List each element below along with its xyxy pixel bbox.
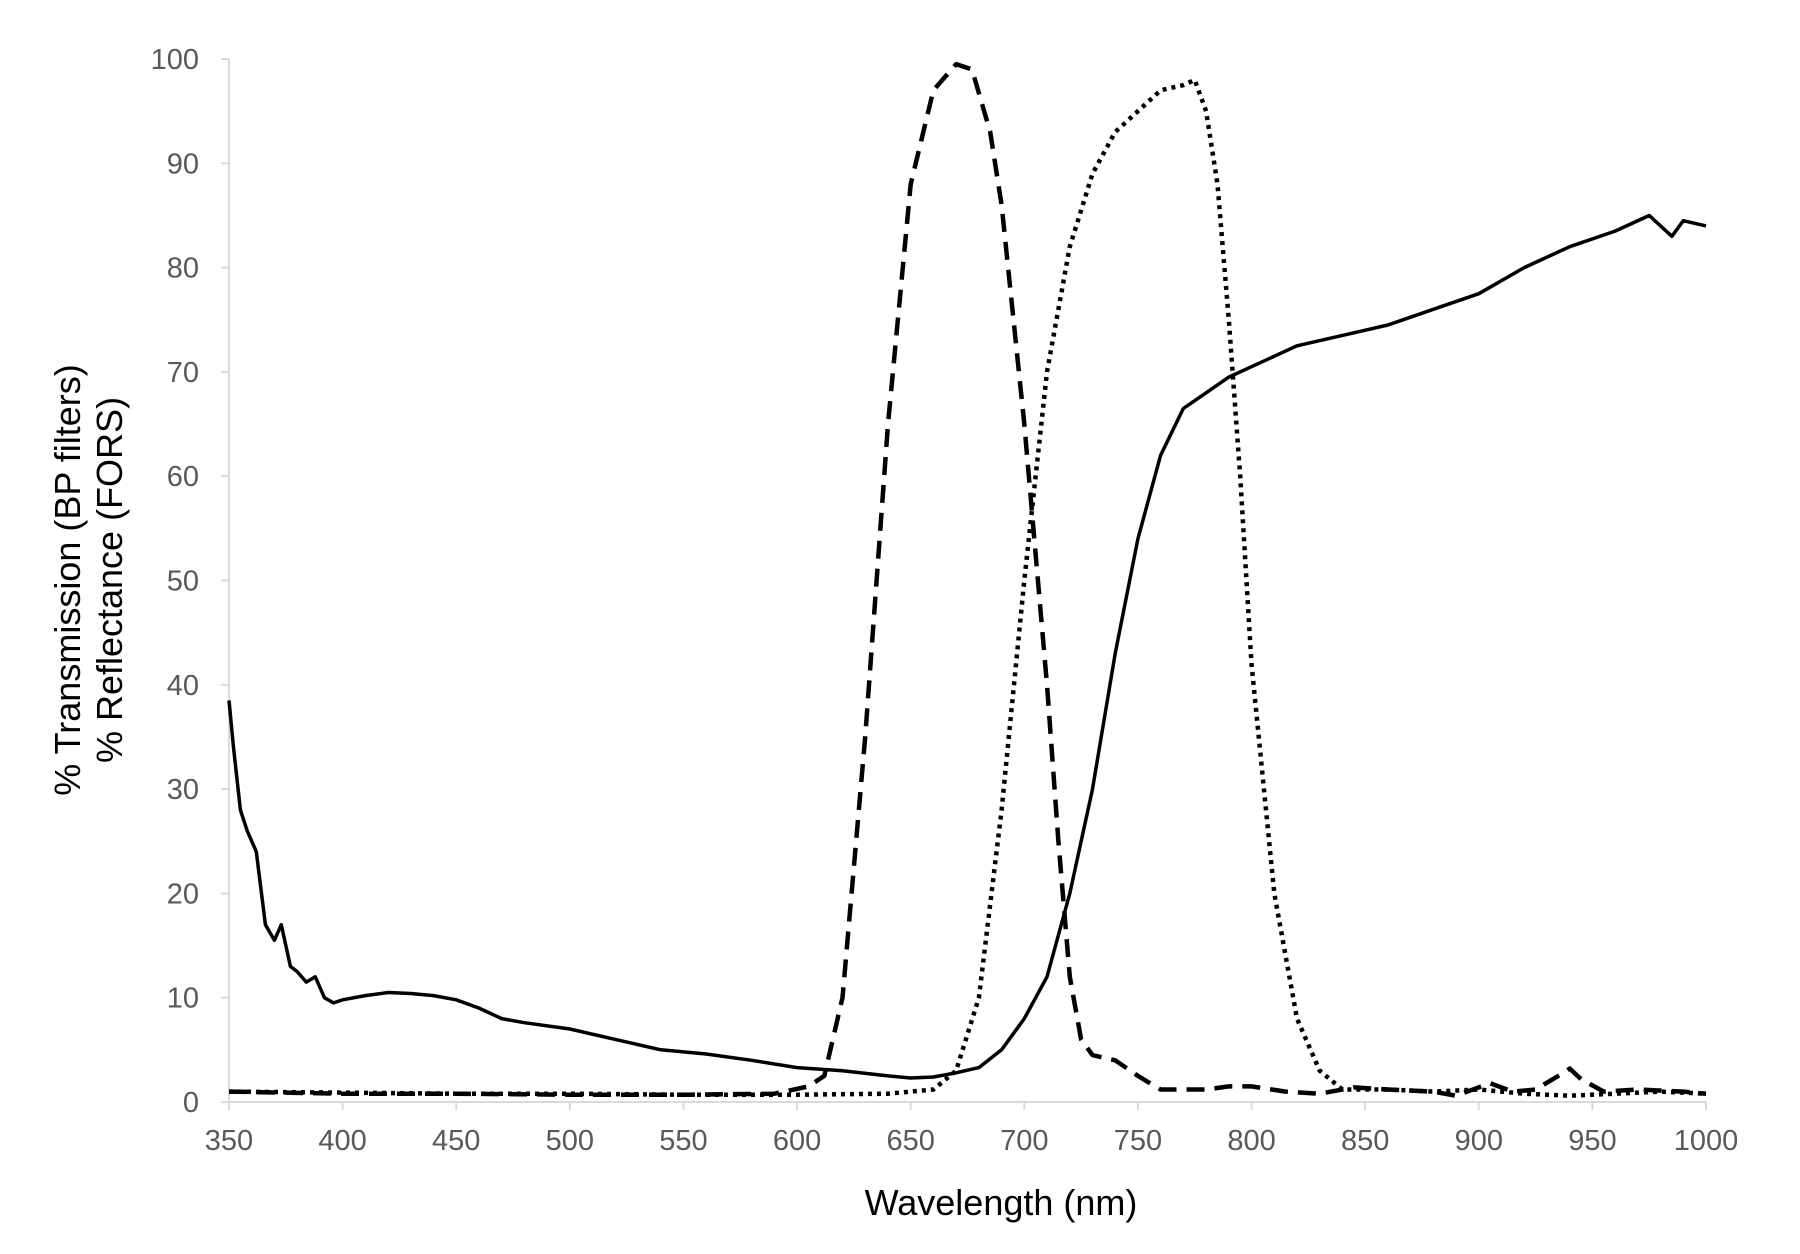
y-tick-label: 60 — [167, 461, 199, 493]
y-axis-title-line-1: % Transmission (BP filters) — [47, 364, 88, 795]
y-tick-label: 70 — [167, 357, 199, 389]
x-tick-label: 400 — [318, 1125, 366, 1157]
x-tick-label: 900 — [1455, 1125, 1503, 1157]
x-tick-label: 800 — [1227, 1125, 1275, 1157]
y-tick-label: 100 — [151, 44, 199, 76]
y-tick-label: 30 — [167, 774, 199, 806]
y-tick-label: 10 — [167, 983, 199, 1015]
x-tick-label: 700 — [1000, 1125, 1048, 1157]
x-tick-label: 450 — [432, 1125, 480, 1157]
x-tick-label: 950 — [1568, 1125, 1616, 1157]
x-tick-label: 600 — [773, 1125, 821, 1157]
y-ticks: 0 10 20 30 40 50 60 70 80 90 100 — [151, 44, 229, 1119]
axes — [228, 59, 1706, 1103]
y-tick-label: 80 — [167, 253, 199, 285]
x-tick-label: 550 — [659, 1125, 707, 1157]
x-tick-label: 750 — [1114, 1125, 1162, 1157]
y-tick-label: 50 — [167, 566, 199, 598]
y-tick-label: 90 — [167, 148, 199, 180]
y-tick-label: 0 — [183, 1087, 199, 1119]
series-line-solid — [227, 213, 1707, 1080]
y-tick-label: 40 — [167, 670, 199, 702]
x-tick-label: 500 — [546, 1125, 594, 1157]
x-ticks: 350 400 450 500 550 600 650 700 750 800 850 900 950 1… — [205, 1102, 1738, 1157]
x-tick-label: 350 — [205, 1125, 253, 1157]
x-axis-title: Wavelength (nm) — [865, 1182, 1138, 1223]
y-tick-label: 20 — [167, 878, 199, 910]
x-tick-label: 650 — [886, 1125, 934, 1157]
series-line-dashed — [228, 61, 1707, 1098]
series-layer — [227, 61, 1707, 1098]
series-line-dotted — [228, 77, 1707, 1098]
x-tick-label: 1000 — [1674, 1125, 1739, 1157]
x-tick-label: 850 — [1341, 1125, 1389, 1157]
y-axis-title-line-2: % Reflectance (FORS) — [89, 397, 130, 763]
